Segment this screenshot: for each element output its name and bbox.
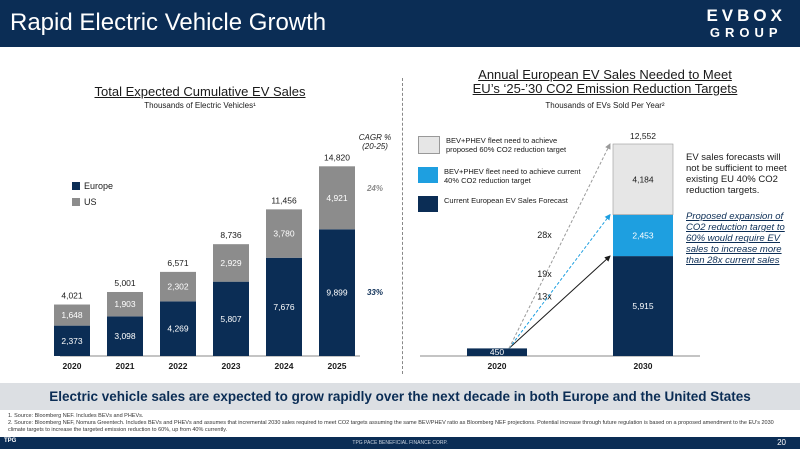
brand-line-1: EVBOX bbox=[706, 6, 786, 25]
legend-40pct: BEV+PHEV fleet need to achieve current 4… bbox=[418, 167, 586, 185]
right-title-line-1: Annual European EV Sales Needed to Meet bbox=[478, 67, 732, 82]
bar-2030-series-2 bbox=[612, 143, 674, 215]
bar-us-2024 bbox=[266, 209, 302, 258]
page-number: 20 bbox=[777, 438, 786, 447]
bar-label-us-2021: 1,903 bbox=[114, 299, 136, 309]
total-label-2020: 4,021 bbox=[61, 291, 83, 301]
note-forecast: EV sales forecasts will not be sufficien… bbox=[686, 152, 787, 196]
growth-arrow-28x bbox=[508, 143, 611, 349]
bar-europe-2021 bbox=[107, 316, 143, 356]
footer-logo: TPG bbox=[4, 438, 17, 444]
bar-label-us-2025: 4,921 bbox=[326, 193, 348, 203]
footer-company: TPG PACE BENEFICIAL FINANCE CORP. bbox=[352, 440, 448, 446]
bar-label-us-2024: 3,780 bbox=[273, 229, 295, 239]
total-label-2025: 14,820 bbox=[324, 152, 350, 162]
legend-us: US bbox=[72, 197, 97, 207]
total-label-2030: 12,552 bbox=[630, 131, 656, 141]
right-chart-title: Annual European EV Sales Needed to Meet … bbox=[420, 68, 790, 96]
legend-current: Current European EV Sales Forecast bbox=[418, 196, 586, 212]
bar-label-2020-series-0: 450 bbox=[490, 347, 504, 357]
header-bar: Rapid Electric Vehicle Growth EVBOX GROU… bbox=[0, 0, 800, 47]
legend-60pct: BEV+PHEV fleet need to achieve proposed … bbox=[418, 136, 586, 154]
bar-us-2023 bbox=[213, 244, 249, 282]
bar-label-2030-series-0: 5,915 bbox=[632, 301, 654, 311]
bar-label-2030-series-2: 4,184 bbox=[632, 174, 654, 184]
bar-2020-series-0 bbox=[467, 348, 527, 356]
bar-europe-2023 bbox=[213, 281, 249, 356]
bar-label-europe-2021: 3,098 bbox=[114, 331, 136, 341]
brand-line-2: GROUP bbox=[709, 25, 783, 40]
legend-swatch-40pct bbox=[418, 167, 438, 183]
note-proposed-expansion: Proposed expansion of CO2 reduction targ… bbox=[686, 211, 785, 266]
bar-label-europe-2020: 2,373 bbox=[61, 336, 83, 346]
panel-divider bbox=[402, 78, 403, 374]
bar-europe-2022 bbox=[160, 301, 196, 356]
cagr-us: 24% bbox=[366, 184, 383, 193]
bar-europe-2020 bbox=[54, 325, 90, 356]
cagr-header: CAGR % (20-25) bbox=[358, 133, 392, 151]
legend-label-current: Current European EV Sales Forecast bbox=[444, 196, 568, 205]
bar-label-us-2020: 1,648 bbox=[61, 310, 83, 320]
bar-us-2020 bbox=[54, 304, 90, 326]
x-tick-2022: 2022 bbox=[169, 361, 188, 371]
growth-label-28x: 28x bbox=[537, 230, 552, 240]
bar-2030-series-1 bbox=[613, 214, 673, 257]
x-tick-2024: 2024 bbox=[275, 361, 294, 371]
left-chart-title: Total Expected Cumulative EV Sales bbox=[94, 84, 306, 99]
total-label-2023: 8,736 bbox=[220, 230, 242, 240]
bar-us-2022 bbox=[160, 271, 196, 302]
x-tick-2030: 2030 bbox=[634, 361, 653, 371]
legend-swatch-current bbox=[418, 196, 438, 212]
bar-label-europe-2023: 5,807 bbox=[220, 314, 242, 324]
legend-label-europe: Europe bbox=[84, 181, 114, 191]
bar-europe-2024 bbox=[266, 257, 302, 356]
footnote-1: 1. Source: Bloomberg NEF. Includes BEVs … bbox=[8, 413, 144, 419]
legend-label-us: US bbox=[84, 197, 97, 207]
legend-swatch-us bbox=[72, 198, 80, 206]
bar-label-europe-2022: 4,269 bbox=[167, 324, 189, 334]
bar-us-2025 bbox=[319, 166, 355, 230]
cagr-europe: 33% bbox=[366, 288, 383, 297]
bar-label-2030-series-1: 2,453 bbox=[632, 230, 654, 240]
bar-label-us-2022: 2,302 bbox=[167, 282, 189, 292]
bar-us-2021 bbox=[107, 291, 143, 317]
x-tick-2023: 2023 bbox=[222, 361, 241, 371]
legend-swatch-60pct bbox=[418, 136, 440, 154]
right-chart-subtitle: Thousands of EVs Sold Per Year² bbox=[545, 101, 665, 110]
footer-bar: TPG TPG PACE BENEFICIAL FINANCE CORP. 20 bbox=[0, 437, 800, 449]
legend-label-60pct: BEV+PHEV fleet need to achieve proposed … bbox=[446, 136, 567, 154]
total-label-2024: 11,456 bbox=[271, 195, 297, 205]
x-tick-2020: 2020 bbox=[63, 361, 82, 371]
growth-arrow-19x bbox=[508, 213, 611, 349]
summary-banner: Electric vehicle sales are expected to g… bbox=[0, 383, 800, 410]
legend-europe: Europe bbox=[72, 181, 113, 191]
growth-label-13x: 13x bbox=[537, 292, 552, 302]
growth-label-19x: 19x bbox=[537, 269, 552, 279]
footnote-2: 2. Source: Bloomberg NEF, Nomura Greente… bbox=[8, 420, 774, 433]
x-tick-2021: 2021 bbox=[116, 361, 135, 371]
x-tick-2025: 2025 bbox=[328, 361, 347, 371]
bar-europe-2025 bbox=[319, 229, 355, 356]
bar-label-europe-2025: 9,899 bbox=[326, 288, 348, 298]
left-chart-subtitle: Thousands of Electric Vehicles¹ bbox=[144, 101, 256, 110]
brand-logo: EVBOX GROUP bbox=[706, 6, 786, 40]
total-label-2022: 6,571 bbox=[167, 258, 189, 268]
bar-label-europe-2024: 7,676 bbox=[273, 302, 295, 312]
bar-2030-series-0 bbox=[613, 256, 673, 356]
growth-arrow-13x bbox=[508, 255, 611, 349]
legend-label-40pct: BEV+PHEV fleet need to achieve current 4… bbox=[444, 167, 581, 185]
legend-swatch-europe bbox=[72, 182, 80, 190]
total-label-2021: 5,001 bbox=[114, 278, 136, 288]
bar-label-us-2023: 2,929 bbox=[220, 258, 242, 268]
x-tick-2020: 2020 bbox=[488, 361, 507, 371]
right-title-line-2: EU’s ‘25-’30 CO2 Emission Reduction Targ… bbox=[472, 81, 738, 96]
page-title: Rapid Electric Vehicle Growth bbox=[10, 9, 327, 36]
